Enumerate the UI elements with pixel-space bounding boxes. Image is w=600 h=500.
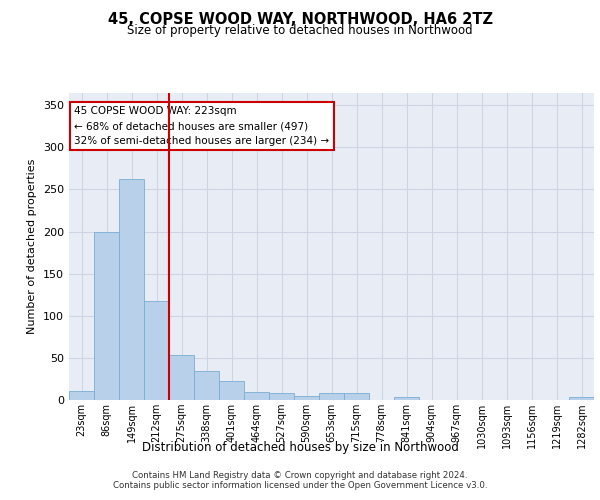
Bar xyxy=(219,380,244,400)
Text: 45, COPSE WOOD WAY, NORTHWOOD, HA6 2TZ: 45, COPSE WOOD WAY, NORTHWOOD, HA6 2TZ xyxy=(107,12,493,28)
Bar xyxy=(569,398,594,400)
Bar xyxy=(294,396,319,400)
Bar xyxy=(94,232,119,400)
Bar xyxy=(69,390,94,400)
Text: Size of property relative to detached houses in Northwood: Size of property relative to detached ho… xyxy=(127,24,473,37)
Text: Contains HM Land Registry data © Crown copyright and database right 2024.: Contains HM Land Registry data © Crown c… xyxy=(132,472,468,480)
Text: 45 COPSE WOOD WAY: 223sqm
← 68% of detached houses are smaller (497)
32% of semi: 45 COPSE WOOD WAY: 223sqm ← 68% of detac… xyxy=(74,106,329,146)
Bar xyxy=(144,302,169,400)
Bar xyxy=(194,370,219,400)
Bar xyxy=(394,396,419,400)
Bar xyxy=(269,394,294,400)
Bar xyxy=(244,392,269,400)
Y-axis label: Number of detached properties: Number of detached properties xyxy=(28,158,37,334)
Text: Contains public sector information licensed under the Open Government Licence v3: Contains public sector information licen… xyxy=(113,482,487,490)
Bar xyxy=(344,394,369,400)
Text: Distribution of detached houses by size in Northwood: Distribution of detached houses by size … xyxy=(142,441,458,454)
Bar xyxy=(119,180,144,400)
Bar xyxy=(169,356,194,400)
Bar xyxy=(319,394,344,400)
